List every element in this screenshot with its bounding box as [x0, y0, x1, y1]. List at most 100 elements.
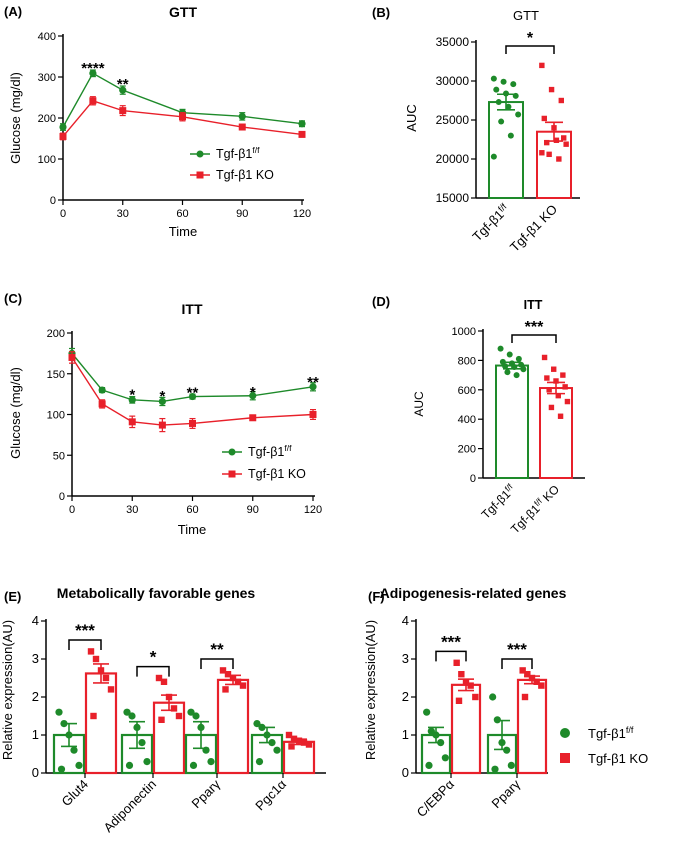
x-tick-label: 90: [236, 208, 248, 220]
panel-d-title: ITT: [524, 298, 543, 312]
dot-wt: [192, 712, 200, 720]
dot-wt: [500, 78, 507, 85]
y-tick-label: 50: [53, 450, 65, 462]
dot-ko: [472, 693, 479, 701]
significance-bracket: [501, 658, 533, 669]
panel-c-itt-curve: (C) ITT Time Glucose (mg/dl) Tgf-β1f/f T…: [4, 291, 322, 537]
dot-ko: [453, 659, 460, 666]
dot-ko: [555, 392, 561, 399]
dot-ko: [222, 686, 229, 693]
dot-ko: [467, 682, 474, 689]
y-tick-label: 200: [47, 328, 65, 340]
dot-wt: [70, 746, 78, 754]
category-label: Pparγ: [488, 776, 523, 811]
y-tick-label: 0: [470, 473, 476, 485]
category-label-wt: Tgf-β1f/f: [469, 201, 512, 244]
dot-ko: [285, 731, 293, 739]
y-tick-label: 600: [458, 385, 476, 397]
series-line-wt: [62, 72, 303, 128]
dot-wt: [490, 75, 497, 82]
data-point-ko: [89, 97, 97, 105]
dot-wt: [507, 761, 515, 770]
panel-c-xlabel: Time: [178, 522, 206, 537]
panel-a-legend: Tgf-β1f/f Tgf-β1 KO: [190, 145, 274, 182]
data-point-wt: [298, 120, 306, 128]
panel-e-label: (E): [4, 589, 21, 604]
y-tick-label: 0: [32, 765, 39, 780]
y-tick-label: 300: [38, 72, 56, 84]
dot-wt: [273, 746, 281, 754]
panel-b-ylabel: AUC: [404, 104, 419, 131]
x-tick-label: 30: [126, 504, 138, 516]
dot-wt: [491, 765, 499, 773]
dot-ko: [548, 404, 555, 411]
y-tick-label: 4: [402, 613, 409, 628]
significance-marker: *: [159, 388, 165, 405]
dot-ko: [546, 151, 552, 158]
x-tick-label: 120: [304, 504, 322, 516]
category-label: Glut4: [59, 777, 92, 810]
data-point-ko: [249, 414, 257, 422]
legend-ko-label: Tgf-β1 KO: [588, 751, 648, 766]
y-tick-label: 30000: [436, 74, 470, 88]
data-point-ko: [119, 107, 127, 115]
panel-f-label: (F): [368, 589, 385, 604]
significance-marker: *: [527, 30, 534, 47]
y-tick-label: 15000: [436, 191, 470, 205]
panel-a-gtt-curve: (A) GTT Time Glucose (mg/dl) Tgf-β1f/f T…: [4, 4, 311, 239]
dot-ko: [561, 135, 567, 141]
y-tick-label: 200: [38, 113, 56, 125]
dot-ko: [557, 413, 564, 419]
dot-ko: [521, 693, 529, 701]
panel-d-itt-auc: (D) ITT AUC 0 200 400 600 800 1000 Tgf-β1f/fTg…: [372, 294, 585, 536]
dot-wt: [499, 358, 506, 365]
dot-wt: [504, 369, 511, 376]
y-tick-label: 1: [32, 727, 39, 742]
dot-ko: [544, 375, 550, 381]
dot-ko: [107, 686, 115, 693]
x-tick-label: 0: [69, 504, 75, 516]
panel-a-xlabel: Time: [169, 224, 197, 239]
x-tick-label: 60: [176, 208, 188, 220]
data-point-wt: [158, 397, 166, 406]
dot-wt: [57, 765, 66, 773]
panel-b-title: GTT: [513, 8, 539, 23]
dot-wt: [510, 81, 517, 88]
dot-ko: [524, 671, 531, 678]
legend-wt-marker: [560, 728, 570, 738]
significance-marker: **: [210, 640, 224, 659]
legend-wt-label: Tgf-β1f/f: [248, 443, 292, 459]
dot-ko: [560, 372, 566, 378]
y-tick-label: 4: [32, 613, 39, 628]
dot-wt: [207, 758, 215, 766]
data-point-wt: [188, 392, 197, 401]
category-label-ko: Tgf-β1f/f KO: [507, 482, 562, 537]
x-tick-label: 30: [117, 208, 129, 220]
bar-wt: [495, 364, 529, 480]
x-tick-label: 120: [293, 208, 311, 220]
dot-ko: [539, 62, 545, 69]
panel-a-label: (A): [4, 4, 22, 19]
x-tick-label: 90: [247, 504, 259, 516]
data-point-wt: [119, 86, 127, 94]
significance-marker: ***: [75, 621, 95, 640]
data-point-ko: [189, 419, 196, 427]
panel-f-title: Adipogenesis-related genes: [380, 585, 567, 601]
data-point-ko: [128, 418, 136, 426]
dot-wt: [55, 708, 63, 716]
dot-wt: [506, 351, 513, 358]
category-label: Adiponectin: [100, 777, 159, 836]
panel-a-title: GTT: [169, 4, 197, 20]
dot-wt: [498, 118, 505, 125]
dot-ko: [224, 671, 232, 678]
dot-ko: [170, 705, 178, 712]
panel-c-title: ITT: [182, 301, 203, 317]
panel-e-favorable-genes: (E) Metabolically favorable genes Relati…: [0, 585, 326, 835]
significance-bracket: [68, 639, 102, 650]
panel-f-ylabel: Relative expression(AU): [363, 620, 378, 760]
dot-ko: [288, 743, 295, 750]
dot-ko: [544, 139, 550, 146]
dot-wt: [515, 355, 522, 362]
y-tick-label: 25000: [436, 113, 470, 127]
